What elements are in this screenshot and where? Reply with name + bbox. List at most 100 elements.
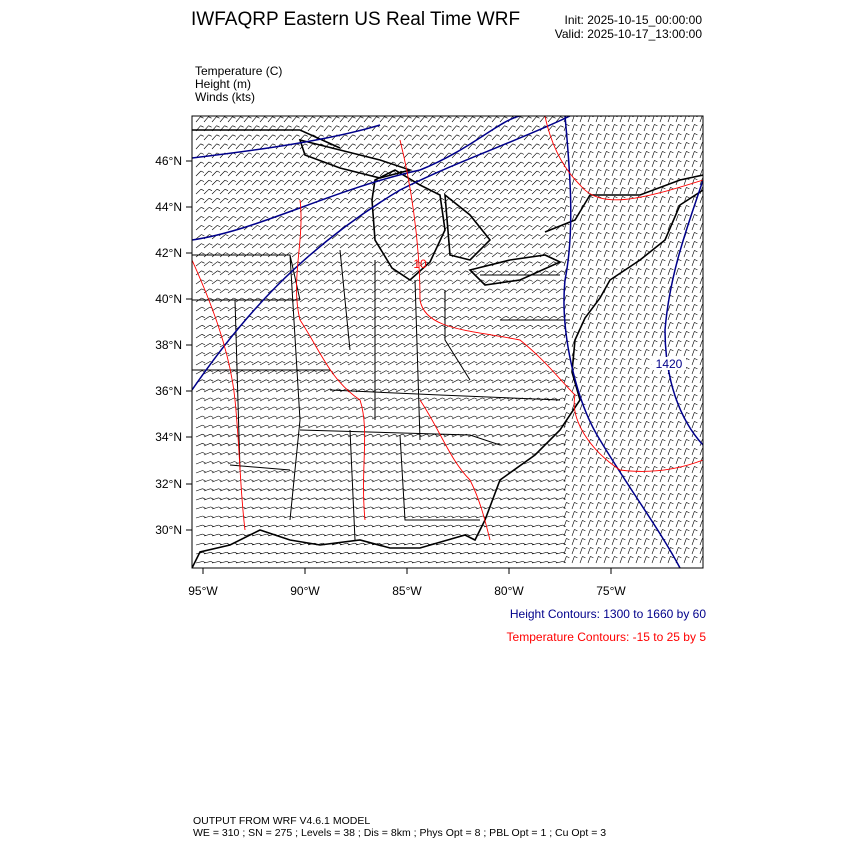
wind-barb [667,223,671,231]
wind-barb-flag [574,421,578,424]
wind-barb [523,234,530,240]
wind-barb-flag [505,324,510,327]
wind-barb [523,216,530,222]
wind-barb-flag [216,188,221,191]
wind-barb [363,143,369,150]
wind-barb-flag [337,343,342,346]
wind-barb-flag [409,252,413,255]
wind-barb-flag [654,340,658,343]
wind-barb [603,322,607,330]
wind-barb-flag [606,448,610,451]
wind-barb [563,403,567,411]
wind-barb [483,161,490,168]
wind-barb [531,279,538,285]
wind-barb [651,205,655,213]
wind-barb [675,124,679,132]
wind-barb [203,306,210,312]
wind-barb-flag [202,443,206,446]
wind-barb-flag [226,397,230,400]
wind-barb [475,261,482,267]
wind-barb-flag [458,443,462,446]
wind-barb [571,142,575,150]
wind-barb [619,133,623,141]
wind-barb-flag [377,361,382,364]
wind-barb-flag [512,170,517,173]
wind-barb [419,370,427,375]
wind-barb-flag [678,124,682,127]
wind-barb [427,388,435,393]
wind-barb [355,315,362,321]
wind-barb-flag [538,379,542,382]
wind-barb [211,433,219,438]
wind-barb [299,379,307,384]
wind-barb-flag [473,370,478,373]
wind-barb-flag [537,225,541,228]
wind-barb-flag [432,125,436,128]
wind-barb [371,252,378,258]
wind-barb [275,134,281,141]
wind-barb [427,197,434,204]
wind-barb [459,216,466,222]
wind-barb-flag [489,315,493,318]
wind-barb [675,268,679,276]
wind-barb [507,261,514,267]
wind-barb [515,116,521,123]
wind-barb-flag [646,376,650,379]
wind-barb [443,188,450,195]
wind-barb [683,295,687,303]
wind-barb [291,324,299,330]
wind-barb [451,152,458,159]
wind-barb-flag [646,160,650,163]
wind-barb-flag [417,306,421,309]
wind-barb-flag [242,461,246,464]
wind-barb-flag [646,367,650,370]
wind-barb [475,179,482,186]
field-height: Height (m) [195,77,252,91]
wind-barb-flag [201,306,205,309]
wind-barb [547,152,554,159]
wind-barb-flag [273,270,277,273]
wind-barb-flag [614,340,618,343]
wind-barb-flag [622,304,626,307]
wind-barb-flag [638,457,642,460]
wind-barb-flag [378,388,382,391]
wind-barb [451,352,459,357]
wind-barb-flag [481,306,485,309]
wind-barb [555,179,562,186]
wind-barb-flag [377,306,381,309]
wind-barb-flag [678,304,682,307]
wind-barb-flag [474,433,478,436]
wind-barb [227,406,235,411]
wind-barb-flag [273,243,277,246]
wind-barb [283,370,291,375]
wind-barb-flag [489,288,493,291]
wind-barb [619,385,623,393]
wind-barb [651,412,655,420]
wind-barb-flag [458,415,462,418]
wind-barb-flag [241,225,245,228]
wind-barb-flag [344,197,349,200]
wind-barb [275,424,283,429]
wind-barb [555,243,562,249]
wind-barb [403,306,410,312]
wind-barb [323,415,331,420]
wind-barb-flag [201,288,205,291]
wind-barb-flag [662,313,666,316]
wind-barb-flag [282,415,286,418]
wind-barb-flag [384,125,388,128]
wind-barb [203,343,211,348]
wind-barb [587,268,591,276]
wind-barb [563,412,567,420]
wind-barb [235,334,243,339]
wind-barb-flag [409,297,413,300]
wind-barb [459,179,466,186]
wind-barb-flag [530,443,534,446]
wind-barb [443,270,450,276]
wind-barb [347,161,354,168]
wind-barb-flag [537,297,541,300]
wind-barb [307,452,315,456]
wind-barb [323,207,330,213]
wind-barb-flag [481,352,486,355]
wind-barb [643,169,647,177]
wind-barb-flag [434,461,438,464]
